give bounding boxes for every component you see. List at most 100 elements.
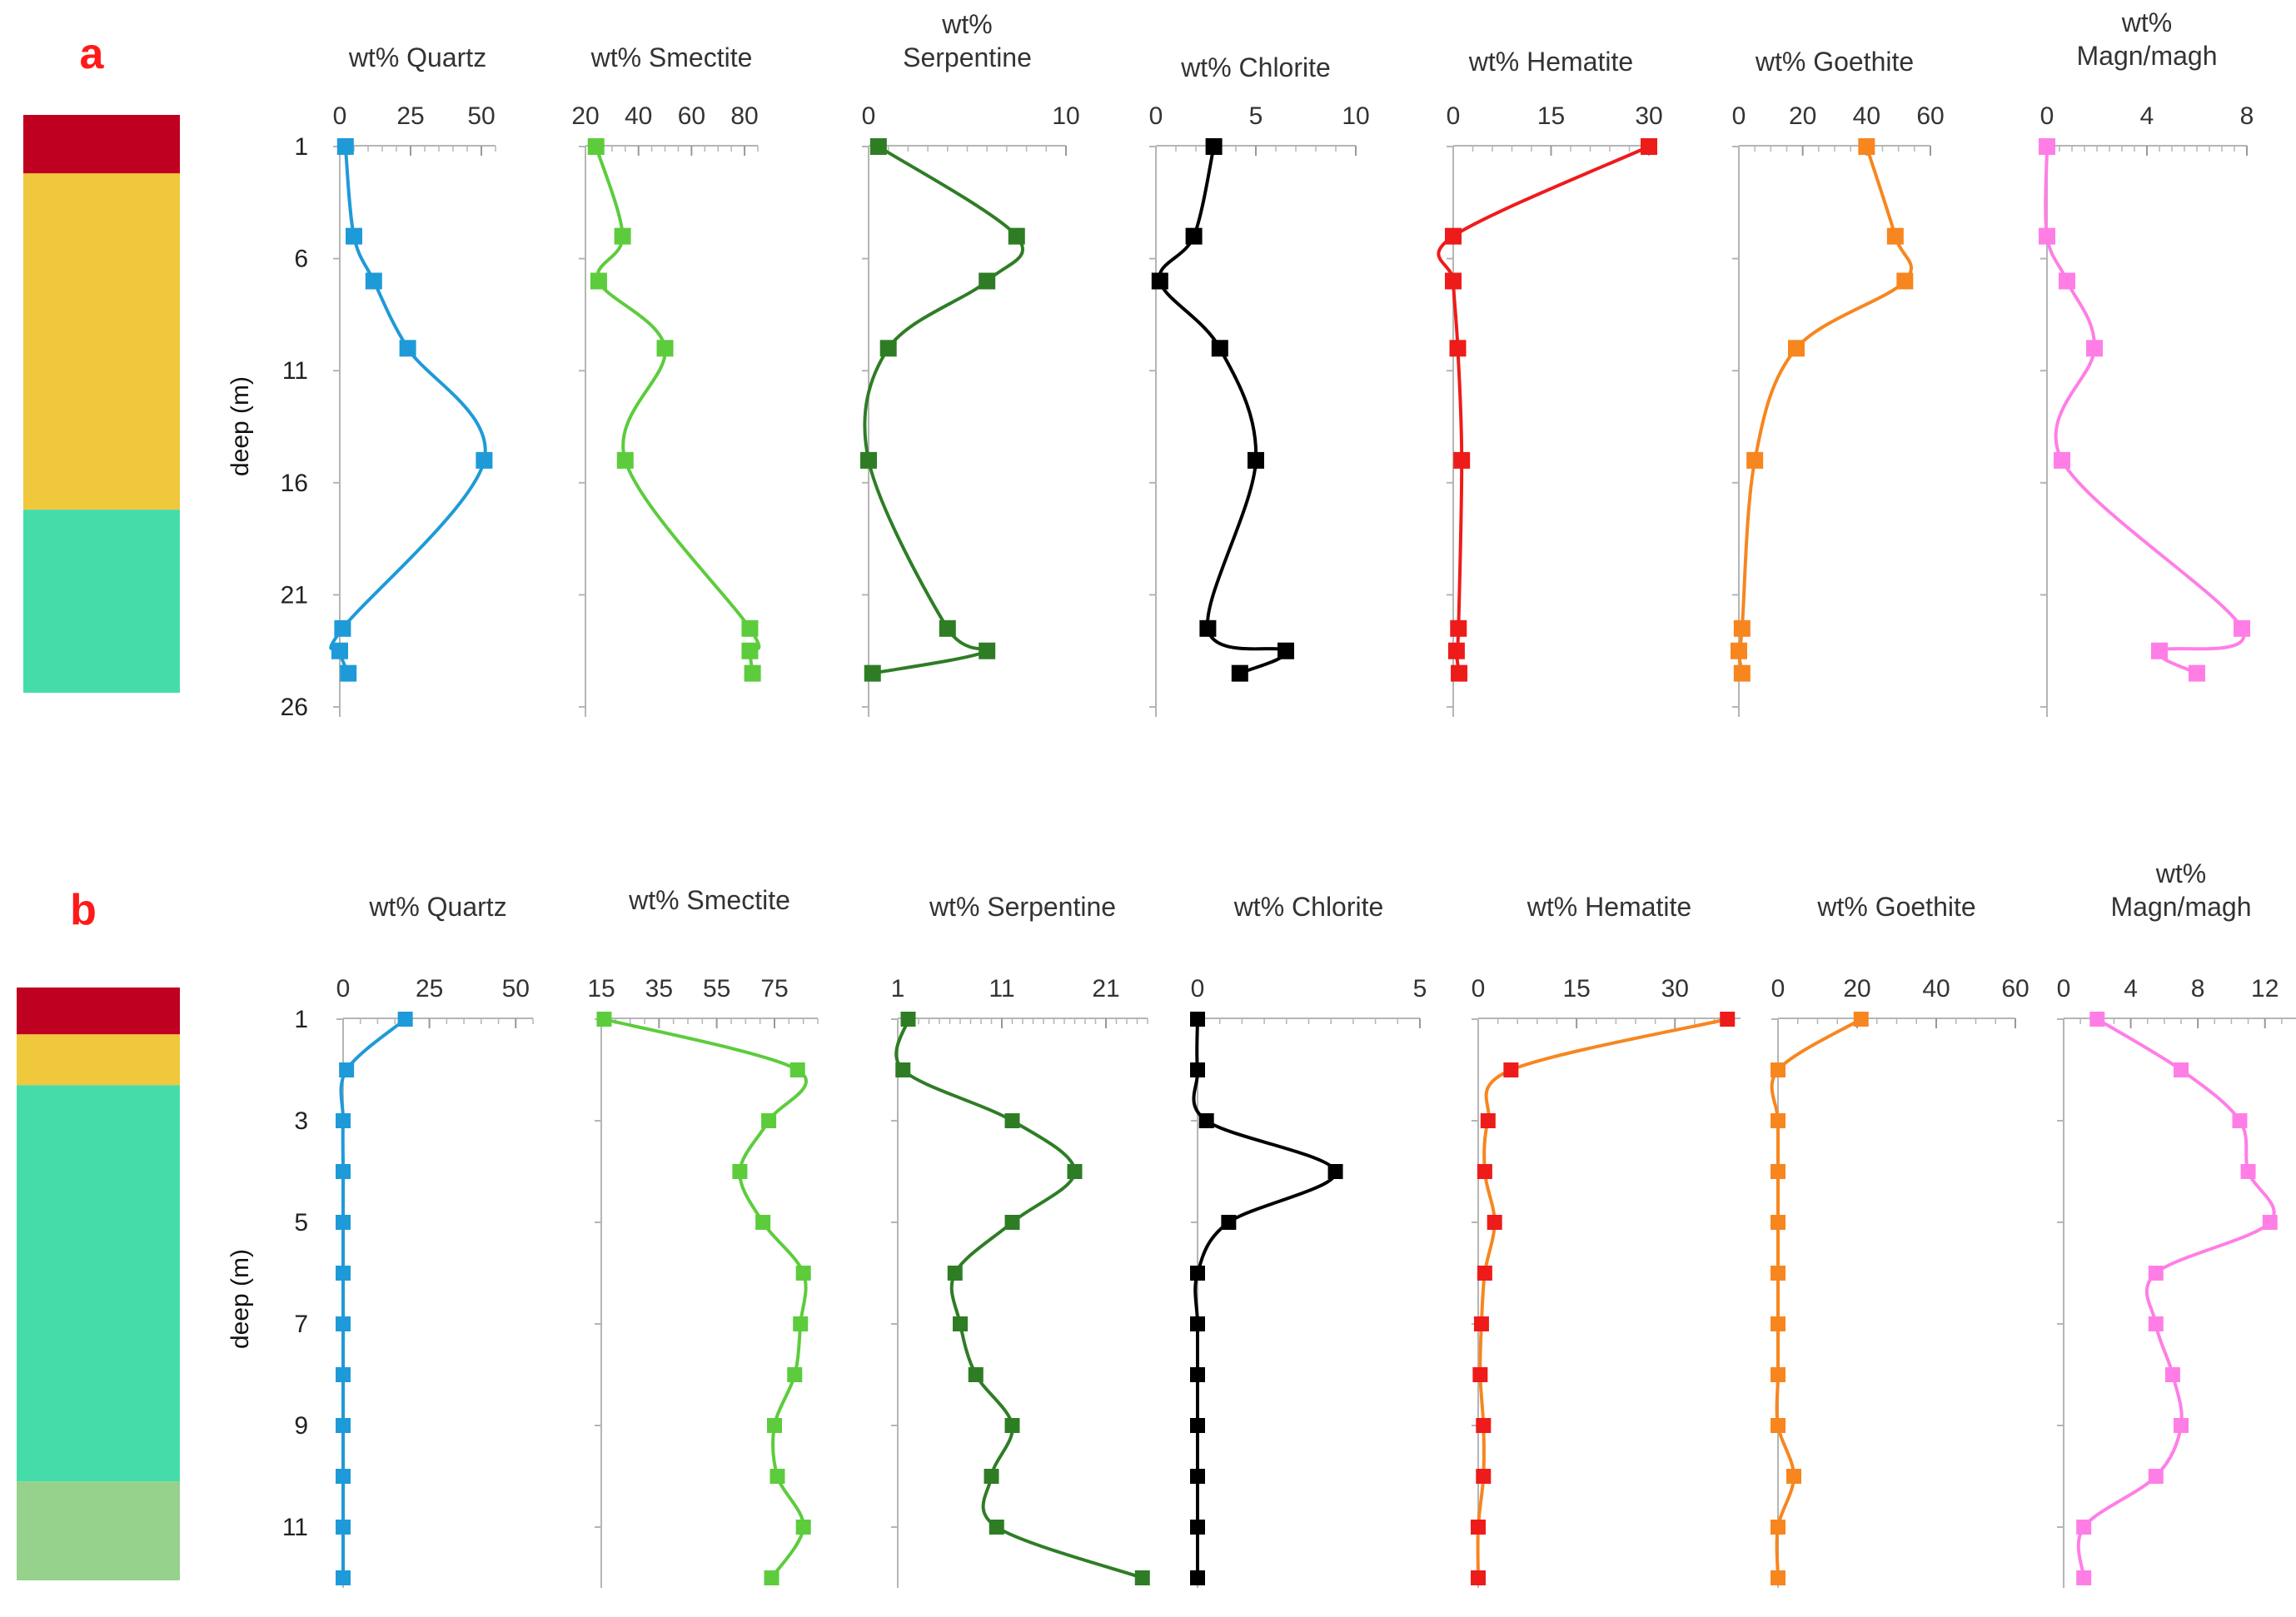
data-point — [2148, 1266, 2164, 1281]
data-point — [1731, 642, 1747, 659]
column-title: wt% Chlorite — [1233, 892, 1384, 922]
x-tick-label: 0 — [862, 102, 876, 130]
data-point — [614, 227, 631, 245]
data-point — [1277, 642, 1294, 659]
data-point — [336, 1266, 351, 1281]
x-tick-label: 8 — [2191, 975, 2205, 1003]
column-title: wt% Goethite — [1755, 47, 1914, 77]
data-point — [1447, 642, 1465, 659]
data-point — [1771, 1164, 1786, 1179]
x-tick-label: 4 — [2124, 975, 2138, 1003]
x-tick-label: 75 — [760, 975, 788, 1003]
column-wt-goethite: wt% Goethite 0 20 40 60 — [1770, 892, 2030, 1588]
column-title: Serpentine — [903, 42, 1032, 72]
data-point — [939, 619, 956, 637]
series-line — [2044, 146, 2246, 675]
series-line — [1737, 146, 1913, 674]
x-tick-label: 30 — [1661, 975, 1689, 1003]
x-tick-label: 30 — [1635, 102, 1662, 130]
depth-tick-label: 9 — [294, 1412, 308, 1440]
data-point — [2039, 227, 2055, 245]
data-point — [1771, 1418, 1786, 1433]
data-point — [1185, 227, 1203, 245]
column-title: wt% Hematite — [1527, 892, 1691, 922]
x-tick-label: 0 — [2057, 975, 2071, 1003]
column-wt-serpentine: wt%Serpentine 0 10 — [860, 9, 1080, 717]
depth-tick-label: 21 — [281, 581, 308, 609]
data-point — [587, 138, 605, 155]
data-point — [1211, 340, 1228, 357]
data-point — [1503, 1062, 1519, 1077]
data-point — [2232, 1113, 2248, 1128]
data-point — [968, 1367, 984, 1382]
depth-tick-label: 1 — [294, 133, 308, 161]
data-point — [656, 340, 674, 357]
data-point — [1008, 227, 1025, 245]
data-point — [1886, 227, 1904, 245]
data-point — [1720, 1012, 1736, 1027]
lithology-layer-2 — [23, 173, 180, 510]
x-tick-label: 25 — [416, 975, 443, 1003]
data-point — [755, 1215, 771, 1230]
lithology-layer-1 — [17, 988, 180, 1035]
data-point — [900, 1012, 916, 1027]
data-point — [1473, 1316, 1489, 1331]
data-point — [340, 664, 357, 682]
data-point — [336, 1570, 351, 1585]
data-point — [1896, 272, 1914, 290]
x-tick-label: 40 — [1922, 975, 1950, 1003]
data-point — [336, 1418, 351, 1433]
column-title: wt% Serpentine — [929, 892, 1116, 922]
data-point — [1641, 138, 1657, 155]
data-point — [989, 1520, 1004, 1535]
x-tick-label: 1 — [891, 975, 905, 1003]
data-point — [1450, 619, 1467, 637]
column-title: wt% Goethite — [1816, 892, 1975, 922]
data-point — [744, 664, 761, 682]
column-title: wt% — [2155, 858, 2206, 888]
data-point — [1453, 451, 1471, 469]
data-point — [2039, 138, 2055, 155]
series-line — [2076, 1017, 2276, 1579]
series-line — [894, 1018, 1143, 1580]
data-point — [331, 642, 348, 659]
column-wt-goethite: wt% Goethite 0 20 40 60 — [1731, 47, 1945, 717]
data-point — [2054, 451, 2070, 469]
lithology-layer-1 — [23, 115, 180, 174]
x-tick-label: 15 — [587, 975, 615, 1003]
data-point — [864, 664, 881, 682]
data-point — [2234, 619, 2250, 637]
data-point — [1786, 1469, 1801, 1484]
data-point — [1472, 1367, 1488, 1382]
data-point — [1771, 1266, 1786, 1281]
data-point — [1067, 1164, 1083, 1179]
panel-label: b — [70, 886, 97, 934]
x-tick-label: 4 — [2140, 102, 2154, 130]
data-point — [2189, 664, 2205, 682]
column-wt-chlorite: wt% Chlorite 0 5 — [1190, 892, 1427, 1588]
column-wt-chlorite: wt% Chlorite 0 5 10 — [1149, 52, 1370, 717]
lithology-layer-3 — [17, 1085, 180, 1482]
data-point — [399, 340, 416, 357]
panel-label: a — [80, 30, 105, 78]
depth-tick-label: 7 — [294, 1311, 308, 1338]
data-point — [336, 1113, 351, 1128]
data-point — [1476, 1469, 1492, 1484]
data-point — [1771, 1570, 1786, 1585]
data-point — [334, 619, 351, 637]
column-title: wt% Hematite — [1468, 47, 1633, 77]
data-point — [590, 272, 607, 290]
lithology-strip — [23, 115, 180, 693]
data-point — [336, 1164, 351, 1179]
data-point — [339, 1062, 355, 1077]
x-tick-label: 5 — [1249, 102, 1263, 130]
data-point — [869, 138, 887, 155]
data-point — [1205, 138, 1223, 155]
data-point — [1788, 340, 1805, 357]
column-wt-quartz: wt% Quartz 0 25 50 — [329, 42, 496, 717]
x-tick-label: 11 — [989, 975, 1014, 1003]
data-point — [1198, 1113, 1214, 1128]
x-tick-label: 0 — [1732, 102, 1746, 130]
x-tick-label: 21 — [1092, 975, 1119, 1003]
data-point — [741, 642, 759, 659]
